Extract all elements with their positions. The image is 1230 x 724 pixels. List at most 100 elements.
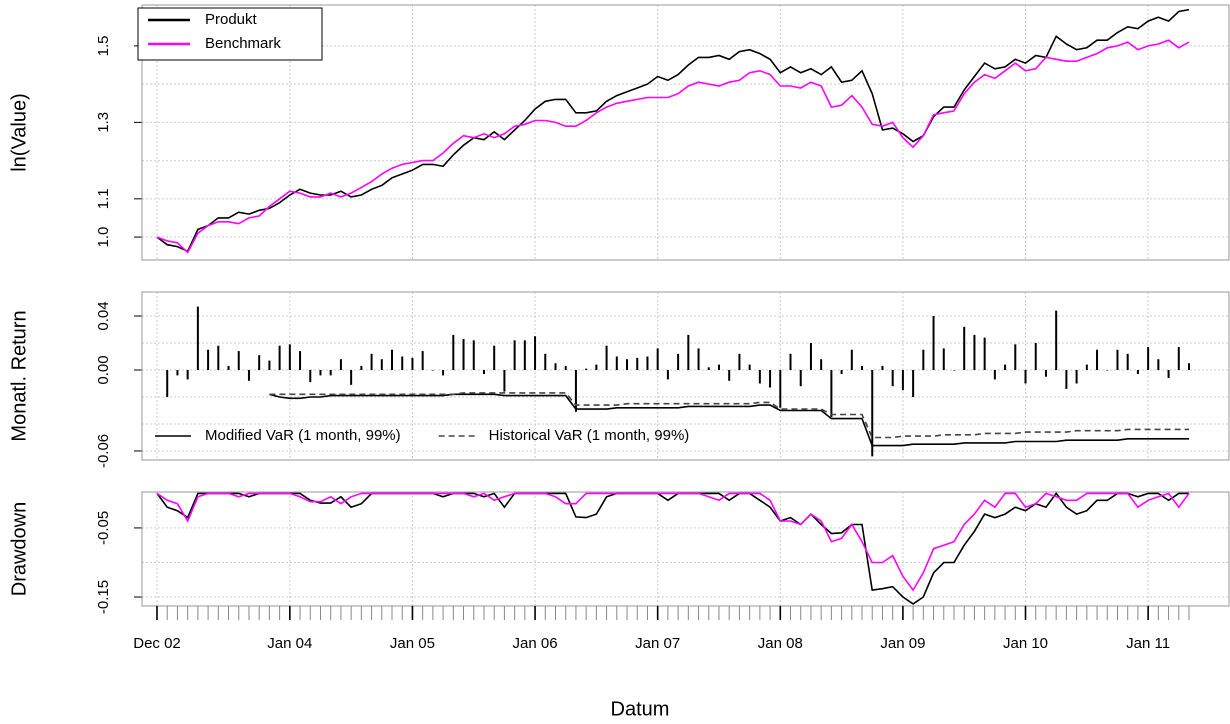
bar xyxy=(595,364,598,370)
bar xyxy=(1024,369,1027,384)
bar xyxy=(299,351,302,370)
bar xyxy=(166,369,169,397)
legend-label: Modified VaR (1 month, 99%) xyxy=(205,427,401,444)
y-tick-label: 1.5 xyxy=(95,35,112,56)
bar xyxy=(942,348,945,370)
bar xyxy=(666,369,669,380)
y-tick-label: -0.15 xyxy=(95,580,112,614)
bar xyxy=(850,349,853,370)
bar xyxy=(319,369,322,376)
bar xyxy=(707,367,710,370)
bar xyxy=(350,369,353,385)
panel-frame xyxy=(141,291,1230,461)
bar xyxy=(227,365,230,370)
x-tick-label: Jan 05 xyxy=(390,635,435,652)
y-tick-label: 1.0 xyxy=(95,227,112,248)
bar xyxy=(1147,347,1150,370)
bar xyxy=(329,369,332,376)
legend-label: Produkt xyxy=(205,11,258,28)
bar xyxy=(207,349,210,370)
bar xyxy=(1106,369,1109,371)
bar xyxy=(258,355,261,370)
bar xyxy=(983,337,986,370)
bar xyxy=(626,359,629,370)
bar xyxy=(176,369,179,376)
bar xyxy=(636,357,639,370)
bar xyxy=(840,369,843,375)
bar xyxy=(1177,347,1180,370)
bar xyxy=(196,306,199,370)
bar xyxy=(585,368,588,370)
bar xyxy=(1065,369,1068,389)
bar xyxy=(564,365,567,370)
bar xyxy=(901,369,904,391)
bar xyxy=(656,348,659,370)
bar xyxy=(534,336,537,370)
y-tick-label: -0.05 xyxy=(95,511,112,545)
bar xyxy=(799,369,802,387)
bar xyxy=(1004,364,1007,370)
legend-label: Benchmark xyxy=(205,35,281,52)
x-tick-label: Jan 11 xyxy=(1126,635,1170,652)
series-line xyxy=(156,492,1190,592)
bar xyxy=(881,365,884,370)
x-tick-label: Jan 09 xyxy=(880,635,925,652)
bar xyxy=(339,359,342,370)
bar xyxy=(932,316,935,370)
y-axis-label: Monatl. Return xyxy=(8,310,30,441)
bar xyxy=(391,349,394,370)
bar xyxy=(217,345,220,370)
legend-label: Historical VaR (1 month, 99%) xyxy=(489,427,690,444)
bar xyxy=(431,369,434,371)
bar xyxy=(1014,344,1017,370)
series-line xyxy=(269,393,1189,447)
bar xyxy=(605,345,608,370)
bar xyxy=(1167,369,1170,379)
bar xyxy=(186,369,189,380)
bar xyxy=(1055,310,1058,370)
bar xyxy=(1116,349,1119,370)
bar xyxy=(615,356,618,370)
series-line xyxy=(156,8,1190,253)
bar xyxy=(268,360,271,370)
bar xyxy=(401,356,404,370)
bar xyxy=(779,369,782,408)
bar xyxy=(360,365,363,370)
bar xyxy=(1157,359,1160,370)
bar xyxy=(830,369,833,418)
bar xyxy=(738,353,741,370)
y-tick-label: -0.06 xyxy=(95,434,112,468)
bar xyxy=(452,334,455,370)
bar xyxy=(912,369,915,397)
bar xyxy=(952,369,955,371)
bar xyxy=(411,357,414,370)
bar xyxy=(288,344,291,370)
bar xyxy=(493,345,496,370)
bar xyxy=(513,340,516,370)
bar xyxy=(922,349,925,370)
x-tick-label: Jan 10 xyxy=(1003,635,1048,652)
bar xyxy=(697,348,700,370)
bar xyxy=(758,369,761,384)
x-tick-label: Dec 02 xyxy=(133,635,181,652)
bar xyxy=(574,369,577,412)
y-tick-label: 0.04 xyxy=(95,301,112,330)
bar xyxy=(1136,369,1139,375)
bar xyxy=(309,369,312,383)
bar xyxy=(472,340,475,370)
bar xyxy=(380,359,383,370)
bar xyxy=(523,340,526,370)
bar xyxy=(1188,363,1190,370)
bar xyxy=(1126,353,1129,370)
bar xyxy=(1085,364,1088,370)
bar xyxy=(973,334,976,370)
x-tick-label: Jan 06 xyxy=(513,635,558,652)
bar xyxy=(809,343,812,370)
bar xyxy=(728,369,731,381)
bar xyxy=(769,369,772,388)
bar xyxy=(687,334,690,370)
x-tick-label: Jan 08 xyxy=(758,635,803,652)
x-axis-label: Datum xyxy=(611,698,670,720)
y-axis-label: Drawdown xyxy=(8,502,30,596)
